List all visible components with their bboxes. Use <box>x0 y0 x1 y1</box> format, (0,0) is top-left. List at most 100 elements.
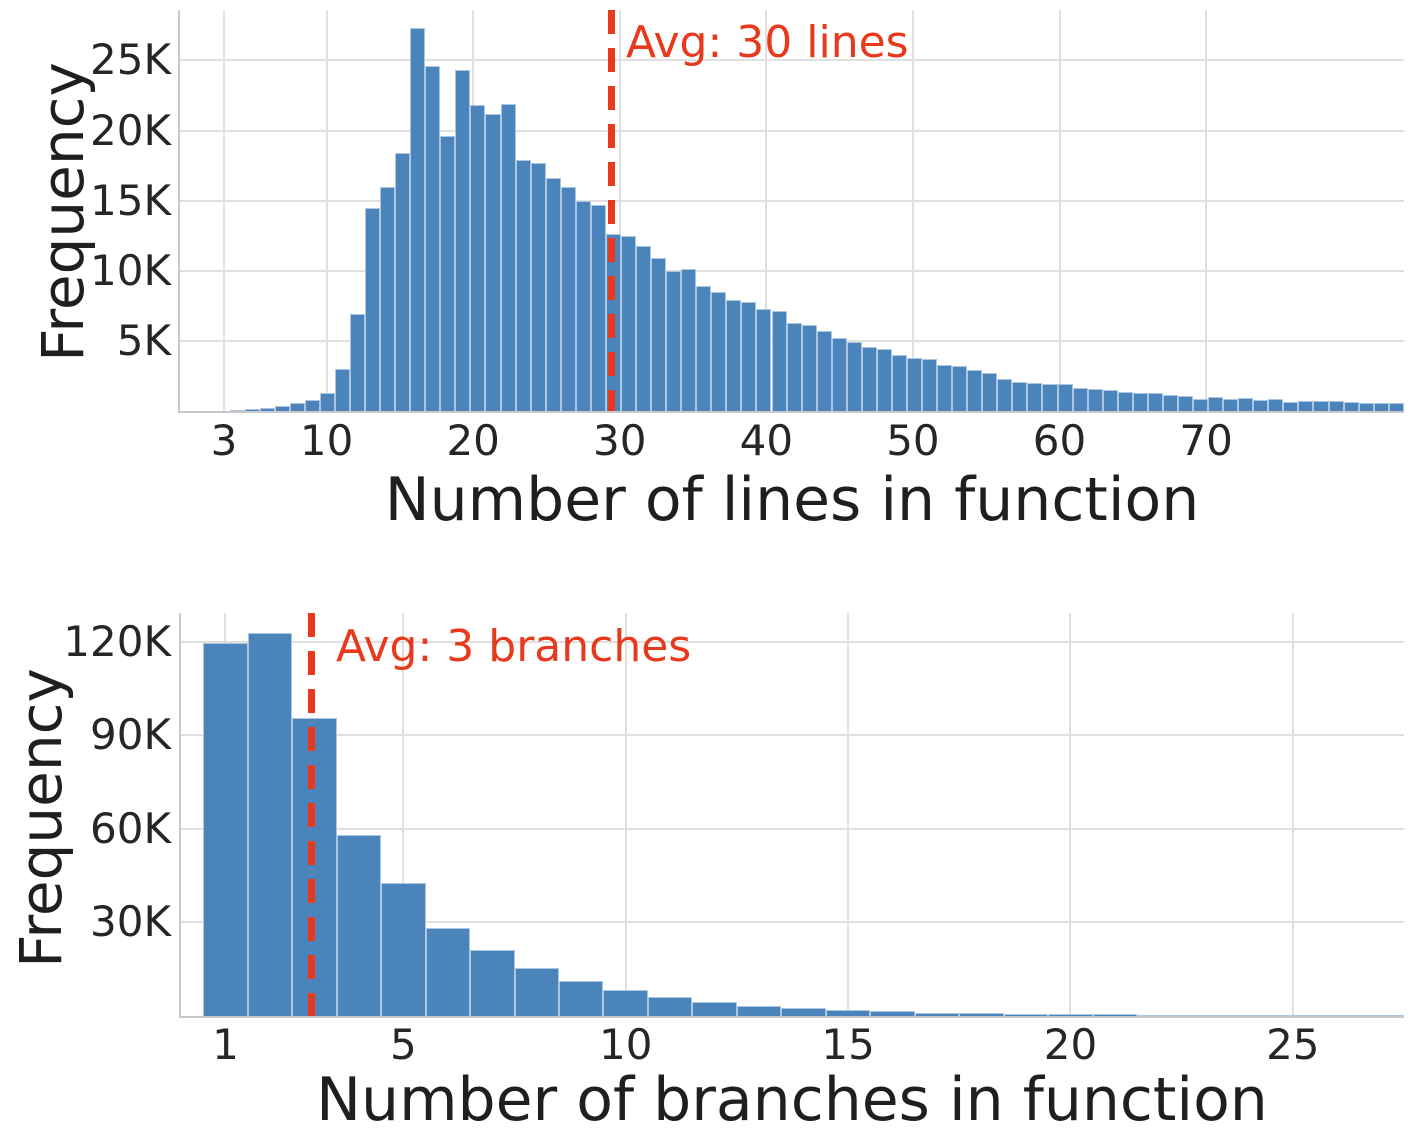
histogram-bar <box>1117 391 1133 411</box>
x-tick-label: 25 <box>1266 1020 1320 1069</box>
histogram-bar <box>590 204 606 411</box>
histogram-bar <box>1328 400 1344 411</box>
histogram-bar <box>736 1005 782 1016</box>
histogram-bar <box>876 349 892 411</box>
x-tick-label: 20 <box>446 416 500 465</box>
histogram-bar <box>336 834 382 1016</box>
histogram-bar <box>651 258 667 411</box>
y-tick-label: 10K <box>90 245 171 295</box>
histogram-bar <box>575 200 591 411</box>
x-tick-label: 10 <box>299 416 354 465</box>
histogram-bar <box>1042 383 1058 411</box>
histogram-bar <box>304 399 320 411</box>
histogram-bar <box>485 113 501 411</box>
x-tick-label: 20 <box>1043 1020 1098 1069</box>
histogram-bar <box>530 162 546 411</box>
histogram-bar <box>1092 1014 1138 1016</box>
gridline-horizontal <box>181 734 1404 737</box>
x-tick-label: 60 <box>1032 416 1087 465</box>
histogram-bar <box>1003 1013 1049 1016</box>
histogram-bar <box>1283 402 1299 411</box>
histogram-bar <box>500 103 516 411</box>
average-marker-line <box>608 10 616 411</box>
histogram-bar <box>1048 1014 1093 1016</box>
histogram-bar <box>620 235 636 411</box>
gridline-vertical <box>1205 10 1208 411</box>
histogram-bar <box>711 291 727 411</box>
histogram-bar <box>395 153 411 411</box>
x-tick-label: 3 <box>210 416 238 465</box>
histogram-bar <box>1388 402 1404 411</box>
histogram-bar <box>922 359 938 411</box>
histogram-bar <box>440 136 456 411</box>
histogram-bar <box>514 968 559 1016</box>
lines-plot-area <box>178 10 1404 413</box>
x-tick-label: 50 <box>886 416 940 465</box>
histogram-bar <box>1238 397 1254 411</box>
histogram-bar <box>1162 394 1178 411</box>
histogram-bar <box>1181 1014 1227 1016</box>
x-tick-label: 10 <box>598 1020 653 1069</box>
histogram-bar <box>203 642 248 1016</box>
histogram-bar <box>870 1011 915 1016</box>
histogram-bar <box>455 70 471 411</box>
histogram-bar <box>1358 402 1374 411</box>
y-tick-label: 15K <box>90 175 171 225</box>
histogram-bar <box>1343 402 1359 411</box>
histogram-bar <box>681 269 697 411</box>
histogram-bar <box>825 1009 871 1016</box>
histogram-bar <box>1313 401 1329 411</box>
histogram-bar <box>425 928 471 1016</box>
histogram-bar <box>380 186 396 411</box>
histogram-bar <box>937 364 953 411</box>
histogram-bar <box>470 949 515 1016</box>
histogram-bar <box>666 270 682 411</box>
histogram-bar <box>1270 1015 1316 1016</box>
histogram-bar <box>1253 399 1269 411</box>
histogram-bar <box>410 28 426 411</box>
y-tick-label: 90K <box>90 710 171 760</box>
histogram-bar <box>274 406 290 411</box>
histogram-bar <box>781 1007 826 1016</box>
gridline-vertical <box>222 10 225 411</box>
x-tick-label: 70 <box>1179 416 1233 465</box>
histogram-bar <box>756 308 772 411</box>
histogram-bar <box>1137 1014 1182 1016</box>
histogram-bar <box>906 357 923 411</box>
gridline-vertical <box>325 10 328 411</box>
branches-y-axis-title: Frequency <box>7 668 75 968</box>
histogram-bar <box>559 980 604 1016</box>
histogram-bar <box>349 314 366 411</box>
histogram-bar <box>1177 396 1194 411</box>
branches-avg-annotation: Avg: 3 branches <box>336 621 692 672</box>
histogram-bar <box>952 366 968 411</box>
gridline-horizontal <box>181 827 1404 830</box>
histogram-bar <box>967 370 983 411</box>
histogram-bar <box>334 368 350 411</box>
histogram-bar <box>914 1012 960 1016</box>
histogram-bar <box>259 407 275 411</box>
histogram-bar <box>831 338 847 411</box>
histogram-bar <box>247 632 293 1016</box>
gridline-vertical <box>618 10 621 411</box>
x-tick-label: 15 <box>821 1020 875 1069</box>
histogram-bar <box>1193 398 1209 411</box>
histogram-bar <box>603 990 648 1016</box>
histogram-bar <box>816 331 832 411</box>
gridline-horizontal <box>180 129 1404 132</box>
histogram-bar <box>982 373 998 411</box>
gridline-vertical <box>624 613 627 1016</box>
x-tick-label: 30 <box>593 416 647 465</box>
histogram-bar <box>696 286 712 411</box>
gridline-vertical <box>1291 613 1294 1016</box>
histogram-bar <box>692 1001 737 1016</box>
histogram-bar <box>319 392 335 411</box>
histogram-bar <box>381 882 426 1016</box>
y-axis-spine <box>179 613 181 1016</box>
histogram-bar <box>1102 389 1118 411</box>
y-tick-label: 60K <box>90 803 171 853</box>
branches-x-axis-title: Number of branches in function <box>316 1065 1268 1135</box>
histogram-bar <box>1223 399 1239 411</box>
histogram-bar <box>1226 1015 1271 1016</box>
